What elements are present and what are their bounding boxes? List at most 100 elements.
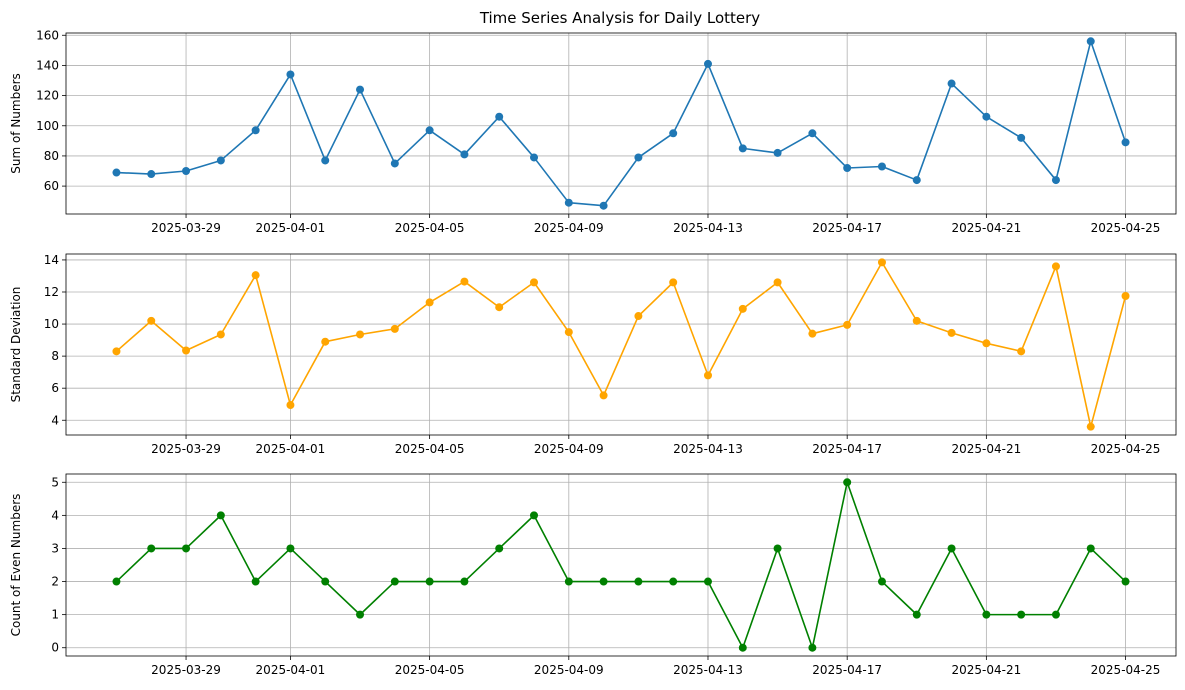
y-tick-label: 4 [51,508,59,522]
data-point [1017,610,1026,619]
data-point [1017,133,1026,142]
data-point [599,391,608,400]
data-point [843,320,852,329]
y-tick-label: 10 [44,317,59,331]
data-point [1086,544,1095,553]
y-axis-label: Count of Even Numbers [9,494,23,637]
data-point [564,328,573,337]
x-tick-label: 2025-04-25 [1091,221,1161,235]
data-point [1051,610,1060,619]
panel-2: 2025-03-29 2025-04-01 2025-04-05 2025-04-09… [9,253,1177,456]
series-line [116,40,1127,207]
data-point [599,201,608,210]
data-point [356,610,365,619]
x-tick-label: 2025-04-17 [812,442,882,456]
x-tick-label: 2025-04-01 [256,442,326,456]
data-point [321,577,330,586]
data-point [634,153,643,162]
x-tick-label: 2025-04-21 [951,442,1021,456]
data-point [390,324,399,333]
data-point [530,511,539,520]
data-point [356,85,365,94]
data-point [773,544,782,553]
x-tick-label: 2025-03-29 [151,221,221,235]
y-tick-label: 3 [51,541,59,555]
x-tick-label: 2025-04-17 [812,221,882,235]
data-point [321,156,330,165]
data-point [1086,37,1095,46]
data-point [216,511,225,520]
data-point [1121,577,1130,586]
data-point [460,277,469,286]
x-tick-label: 2025-04-25 [1091,442,1161,456]
x-tick-label: 2025-04-05 [395,663,465,677]
x-tick-label: 2025-04-21 [951,221,1021,235]
data-point [877,577,886,586]
data-point [356,330,365,339]
panel-3: 2025-03-29 2025-04-01 2025-04-05 2025-04-09… [9,473,1177,677]
x-tick-label: 2025-04-01 [256,663,326,677]
x-tick-label: 2025-04-13 [673,663,743,677]
data-point [112,168,121,177]
data-point [425,577,434,586]
data-point [843,478,852,487]
y-axis-label: Sum of Numbers [9,73,23,174]
data-point [877,258,886,267]
y-tick-label: 140 [36,58,59,72]
y-tick-label: 60 [44,179,59,193]
data-point [390,159,399,168]
x-tick-label: 2025-04-13 [673,221,743,235]
data-point [634,577,643,586]
panel-1: 2025-03-29 2025-04-01 2025-04-05 2025-04-09… [9,28,1177,235]
data-point [669,278,678,287]
data-point [912,176,921,185]
y-tick-label: 120 [36,89,59,103]
y-axis-label: Standard Deviation [9,287,23,403]
data-point [147,544,156,553]
data-point [669,577,678,586]
data-point [1121,138,1130,147]
data-point [703,371,712,380]
data-point [808,329,817,338]
data-point [495,112,504,121]
data-point [982,112,991,121]
y-tick-label: 4 [51,413,59,427]
data-point [773,278,782,287]
data-point [460,577,469,586]
x-tick-label: 2025-04-05 [395,221,465,235]
data-point [738,144,747,153]
data-point [912,316,921,325]
data-point [251,577,260,586]
y-tick-label: 5 [51,475,59,489]
data-point [773,148,782,157]
data-point [112,347,121,356]
data-point [495,303,504,312]
data-point [947,79,956,88]
axes-frame [65,253,1177,436]
data-point [1017,347,1026,356]
data-point [1051,176,1060,185]
data-point [808,129,817,138]
x-tick-label: 2025-04-25 [1091,663,1161,677]
y-tick-label: 12 [44,285,59,299]
data-point [808,643,817,652]
data-point [912,610,921,619]
data-point [216,330,225,339]
x-tick-label: 2025-04-17 [812,663,882,677]
data-point [703,577,712,586]
x-tick-label: 2025-04-13 [673,442,743,456]
series-line [115,261,1127,428]
data-point [843,163,852,172]
data-point [286,401,295,410]
x-tick-label: 2025-03-29 [151,663,221,677]
data-point [564,198,573,207]
data-point [1051,262,1060,271]
data-point [182,167,191,176]
x-tick-label: 2025-04-09 [534,221,604,235]
data-point [216,156,225,165]
data-point [147,170,156,179]
x-tick-label: 2025-04-05 [395,442,465,456]
data-point [147,316,156,325]
data-point [286,544,295,553]
